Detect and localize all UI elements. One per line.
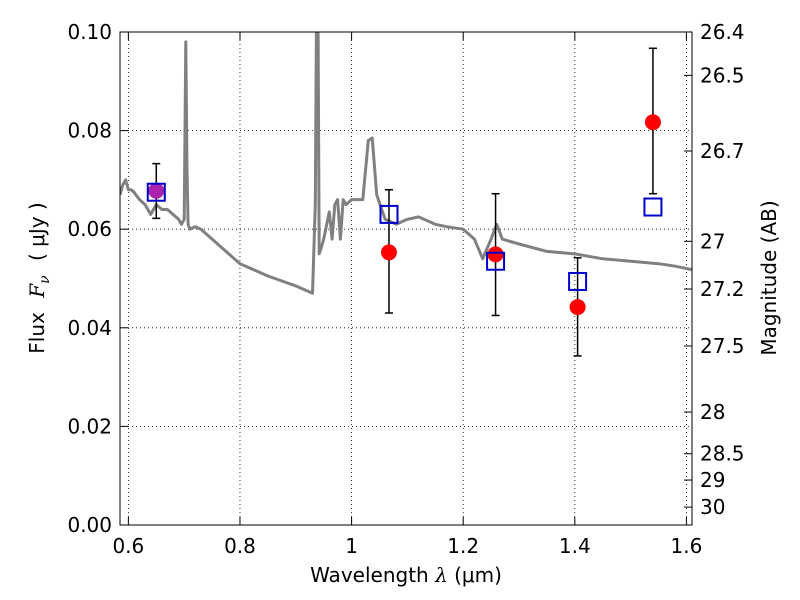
spectrum-line: [120, 32, 692, 295]
y2-tick-label: 30: [700, 495, 725, 519]
y2-tick-label: 29: [700, 468, 725, 492]
x-axis-ticks: 0.6 0.8 1 1.2 1.4 1.6: [112, 32, 702, 558]
x-tick-label: 1.2: [447, 534, 479, 558]
observed-point: [380, 244, 397, 261]
y-axis-title-unit: ( μJy ): [25, 202, 49, 261]
y2-tick-label: 26.4: [700, 20, 745, 44]
y-axis-title: Flux Fν ( μJy ): [25, 202, 54, 353]
y-axis-title-symbol: F: [25, 283, 49, 299]
y-tick-label: 0.04: [67, 316, 112, 340]
observed-point: [644, 114, 661, 131]
y-tick-label: 0.08: [67, 119, 112, 143]
model-square: [146, 182, 166, 202]
y2-tick-label: 28.5: [700, 442, 745, 466]
square-layer: [146, 182, 663, 291]
x-tick-label: 0.8: [224, 534, 256, 558]
x-tick-label: 1.6: [671, 534, 703, 558]
y-axis-title-prefix: Flux: [25, 312, 49, 354]
x-axis-title-symbol: λ: [434, 563, 448, 587]
y2-axis-ticks: 26.4 26.5 26.7 27 27.2 27.5 28 28.529 30: [684, 20, 745, 519]
spectrum-layer: [120, 32, 692, 295]
y2-tick-label: 26.5: [700, 63, 745, 87]
y-axis-title-subscript: ν: [37, 275, 53, 284]
observed-point: [569, 299, 586, 316]
y-tick-label: 0.02: [67, 414, 112, 438]
y-tick-label: 0.00: [67, 513, 112, 537]
y2-axis-title: Magnitude (AB): [757, 200, 781, 355]
x-tick-label: 1: [345, 534, 358, 558]
y-axis-ticks: 0.00 0.02 0.04 0.06 0.08 0.10: [67, 20, 128, 537]
x-axis-title: Wavelength λ (μm): [310, 563, 502, 587]
point-layer: [148, 114, 661, 316]
observed-point: [148, 182, 165, 199]
grid-layer: [120, 31, 692, 526]
observed-point: [487, 246, 504, 263]
model-square: [643, 197, 663, 217]
y2-tick-label: 28: [700, 400, 725, 424]
x-axis-title-text: Wavelength: [310, 563, 429, 587]
y2-tick-label: 27: [700, 229, 725, 253]
x-tick-label: 1.4: [559, 534, 591, 558]
x-tick-label: 0.6: [112, 534, 144, 558]
y2-tick-label: 26.7: [700, 139, 745, 163]
y-tick-label: 0.10: [67, 20, 112, 44]
plot-frame: [119, 31, 693, 526]
x-axis-title-unit: (μm): [454, 563, 502, 587]
model-square: [568, 271, 588, 291]
model-square: [379, 204, 399, 224]
model-square: [486, 251, 506, 271]
y2-tick-label: 27.5: [700, 334, 745, 358]
y2-tick-label: 27.2: [700, 277, 745, 301]
y-tick-label: 0.06: [67, 217, 112, 241]
